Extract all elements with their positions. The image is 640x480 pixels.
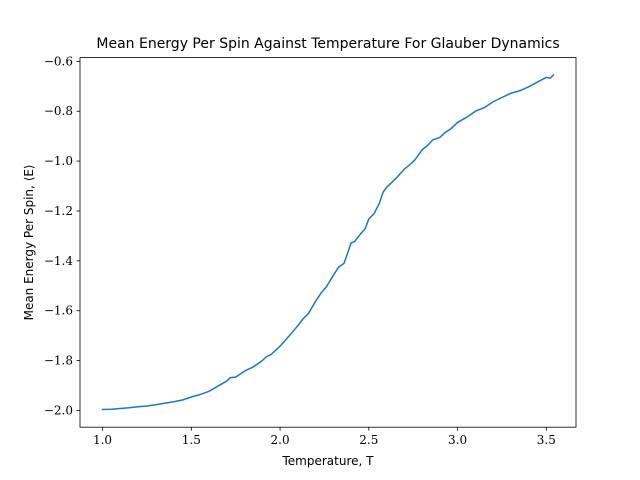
y-tick-label: −0.6 (44, 54, 73, 68)
plot-area (79, 57, 577, 428)
series-line-0 (101, 74, 555, 411)
y-tick-label: −1.6 (44, 304, 73, 318)
y-tick-label: −2.0 (44, 403, 73, 417)
y-tick-label: −1.2 (44, 204, 73, 218)
x-axis-label: Temperature, T (282, 454, 375, 468)
y-axis-label: Mean Energy Per Spin, ⟨E⟩ (22, 164, 36, 320)
y-tick-label: −1.0 (44, 154, 73, 168)
y-tick-label: −0.8 (44, 104, 73, 118)
x-tick-label: 2.5 (359, 433, 378, 447)
series-layer (101, 74, 555, 411)
x-tick-label: 1.5 (182, 433, 201, 447)
x-tick-label: 3.0 (448, 433, 467, 447)
y-tick-label: −1.4 (44, 254, 74, 268)
x-tick-label: 2.0 (271, 433, 290, 447)
x-tick-label: 1.0 (93, 433, 112, 447)
y-tick-label: −1.8 (44, 354, 73, 368)
chart-title: Mean Energy Per Spin Against Temperature… (96, 36, 559, 52)
x-axis-ticks: 1.0 1.5 2.0 2.5 3.0 3.5 (93, 427, 556, 447)
y-axis-ticks: −2.0 −1.8 −1.6 −1.4 −1.2 −1.0 −0.8 −0.6 (44, 54, 80, 417)
x-tick-label: 3.5 (537, 433, 556, 447)
